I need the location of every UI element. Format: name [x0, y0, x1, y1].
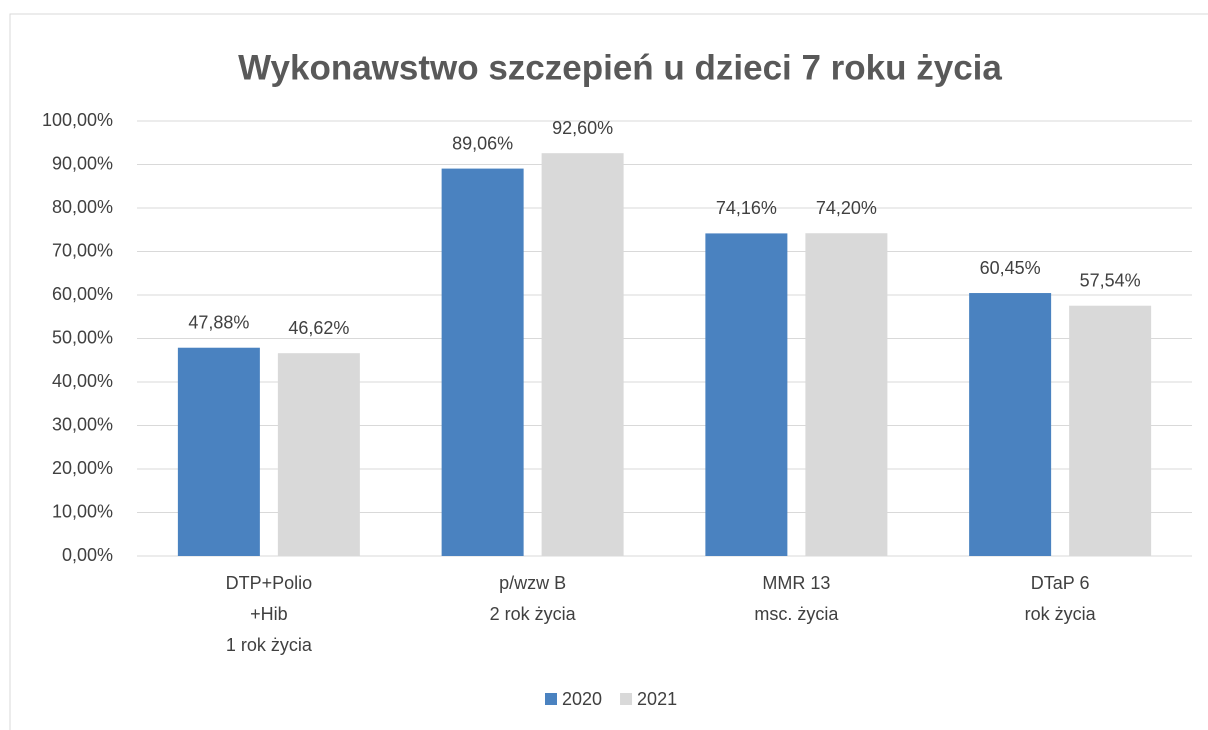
x-tick-label: MMR 13 — [762, 573, 830, 593]
y-tick-label: 50,00% — [52, 327, 113, 347]
data-label: 74,16% — [716, 198, 777, 218]
legend-label: 2020 — [562, 689, 602, 709]
bar — [969, 293, 1052, 556]
legend-swatch — [620, 693, 633, 705]
y-tick-label: 30,00% — [52, 414, 113, 434]
data-label: 89,06% — [452, 133, 513, 153]
data-label: 60,45% — [980, 258, 1041, 278]
x-tick-label: +Hib — [250, 604, 288, 624]
y-tick-label: 0,00% — [62, 545, 113, 565]
y-tick-label: 20,00% — [52, 458, 113, 478]
y-tick-label: 80,00% — [52, 197, 113, 217]
x-tick-label: 2 rok życia — [490, 604, 577, 624]
y-tick-label: 10,00% — [52, 501, 113, 521]
legend-swatch — [545, 693, 557, 705]
x-tick-label: p/wzw B — [499, 573, 566, 593]
chart-title: Wykonawstwo szczepień u dzieci 7 roku ży… — [238, 48, 1002, 87]
x-tick-label: rok życia — [1025, 604, 1097, 624]
bar — [805, 233, 888, 557]
bar — [277, 353, 360, 556]
legend-label: 2021 — [637, 689, 677, 709]
data-label: 92,60% — [552, 118, 613, 138]
bar — [441, 168, 524, 557]
bar — [541, 153, 624, 556]
bar — [705, 233, 788, 557]
bar — [177, 347, 260, 556]
y-tick-label: 100,00% — [42, 110, 113, 130]
y-tick-label: 60,00% — [52, 284, 113, 304]
y-tick-label: 90,00% — [52, 153, 113, 173]
y-tick-label: 70,00% — [52, 240, 113, 260]
x-tick-label: msc. życia — [754, 604, 839, 624]
data-label: 47,88% — [188, 312, 249, 332]
x-tick-label: DTP+Polio — [226, 573, 313, 593]
data-label: 57,54% — [1080, 270, 1141, 290]
data-label: 46,62% — [288, 318, 349, 338]
x-tick-label: 1 rok życia — [226, 635, 313, 655]
bar — [1069, 305, 1152, 556]
y-tick-label: 40,00% — [52, 371, 113, 391]
x-tick-label: DTaP 6 — [1031, 573, 1090, 593]
data-label: 74,20% — [816, 198, 877, 218]
